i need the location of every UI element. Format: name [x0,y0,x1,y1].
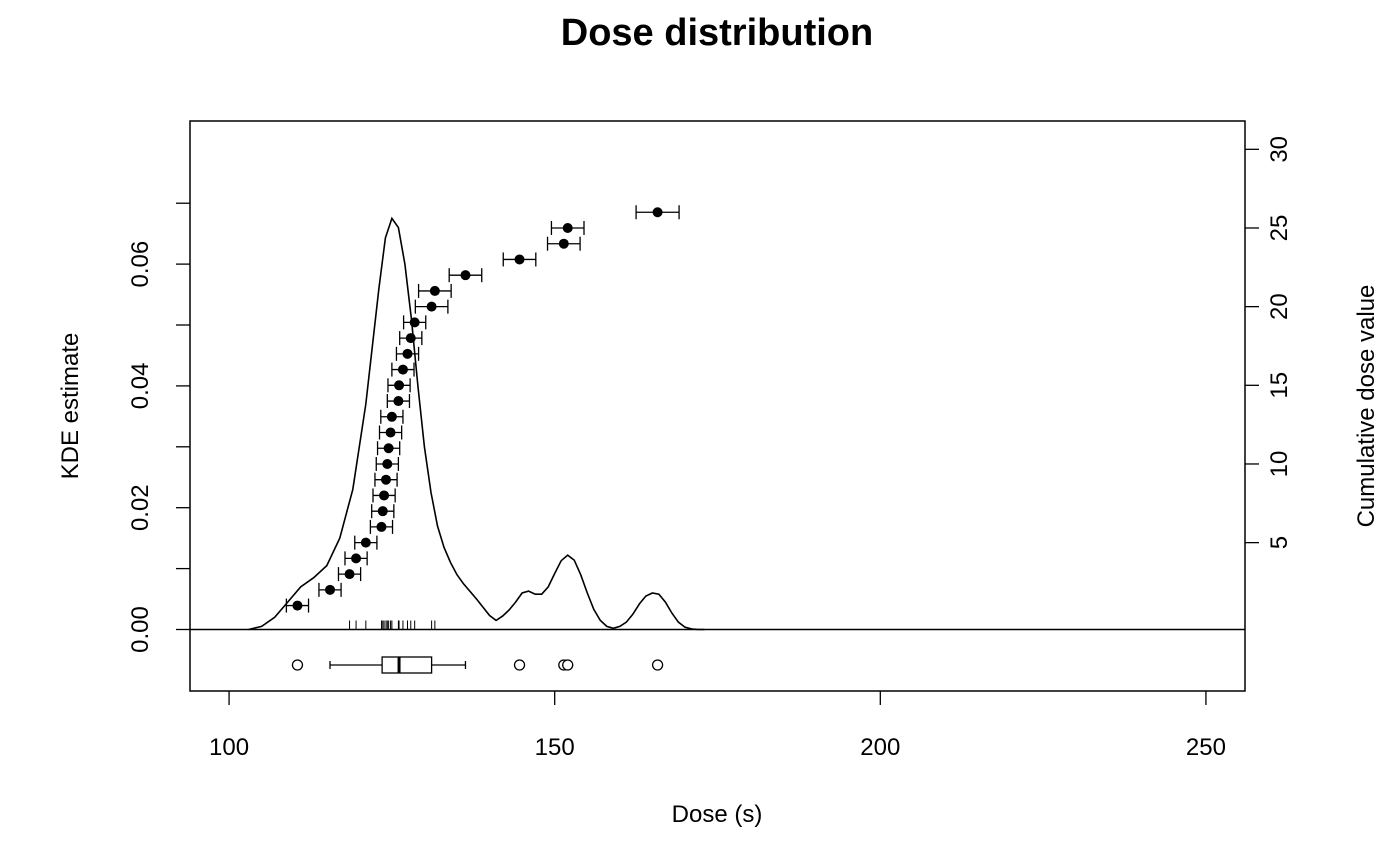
y-left-tick-label: 0.00 [127,606,154,653]
y-right-tick-label: 20 [1266,293,1293,320]
dose-point [360,537,371,548]
dose-point [382,458,393,469]
dose-point [409,317,420,328]
dose-point [405,333,416,344]
x-tick-label: 100 [209,734,249,761]
dose-point [377,506,388,517]
dose-point [383,443,394,454]
dose-point [344,569,355,580]
y-right-tick-label: 30 [1266,136,1293,163]
boxplot-outlier [651,659,664,671]
y-right-tick-label: 10 [1266,451,1293,478]
dose-point [562,222,573,233]
dose-point [394,380,405,391]
dose-point [381,474,392,485]
dose-point [292,600,303,611]
boxplot-outlier [562,659,574,671]
x-tick-label: 150 [535,734,575,761]
y-right-tick-label: 5 [1266,536,1293,549]
dose-point [426,301,437,312]
dose-point [402,348,413,359]
kde-curve [248,216,705,631]
dose-point [379,490,390,501]
x-tick-label: 200 [860,734,900,761]
boxplot-box [381,656,433,674]
boxplot-outlier [513,659,526,671]
dose-point [558,238,569,249]
chart-title: Dose distribution [561,12,873,54]
plot-frame [189,120,1246,692]
y-right-axis-label: Cumulative dose value [1353,285,1380,528]
x-axis-label: Dose (s) [672,801,763,828]
y-left-tick-label: 0.02 [127,484,154,531]
dose-point [652,207,663,218]
y-left-axis-label: KDE estimate [57,333,84,480]
dose-point [393,396,404,407]
dose-point [397,364,408,375]
dose-point [514,254,525,265]
boxplot-outlier [291,659,304,671]
x-tick-label: 250 [1186,734,1226,761]
dose-point [429,285,440,296]
y-left-tick-label: 0.06 [127,241,154,288]
y-right-tick-label: 15 [1266,372,1293,399]
y-left-tick-label: 0.04 [127,363,154,410]
plot-area: 100 150 200 250 0.00 0.02 0.04 0.06 5 10 15 20 25 30 [127,120,1293,761]
dose-point [325,584,336,595]
dose-point [386,411,397,422]
y-right-tick-label: 25 [1266,215,1293,242]
dose-point [460,270,471,281]
dose-point [385,427,396,438]
dose-point [351,553,362,564]
dose-point [376,521,387,532]
